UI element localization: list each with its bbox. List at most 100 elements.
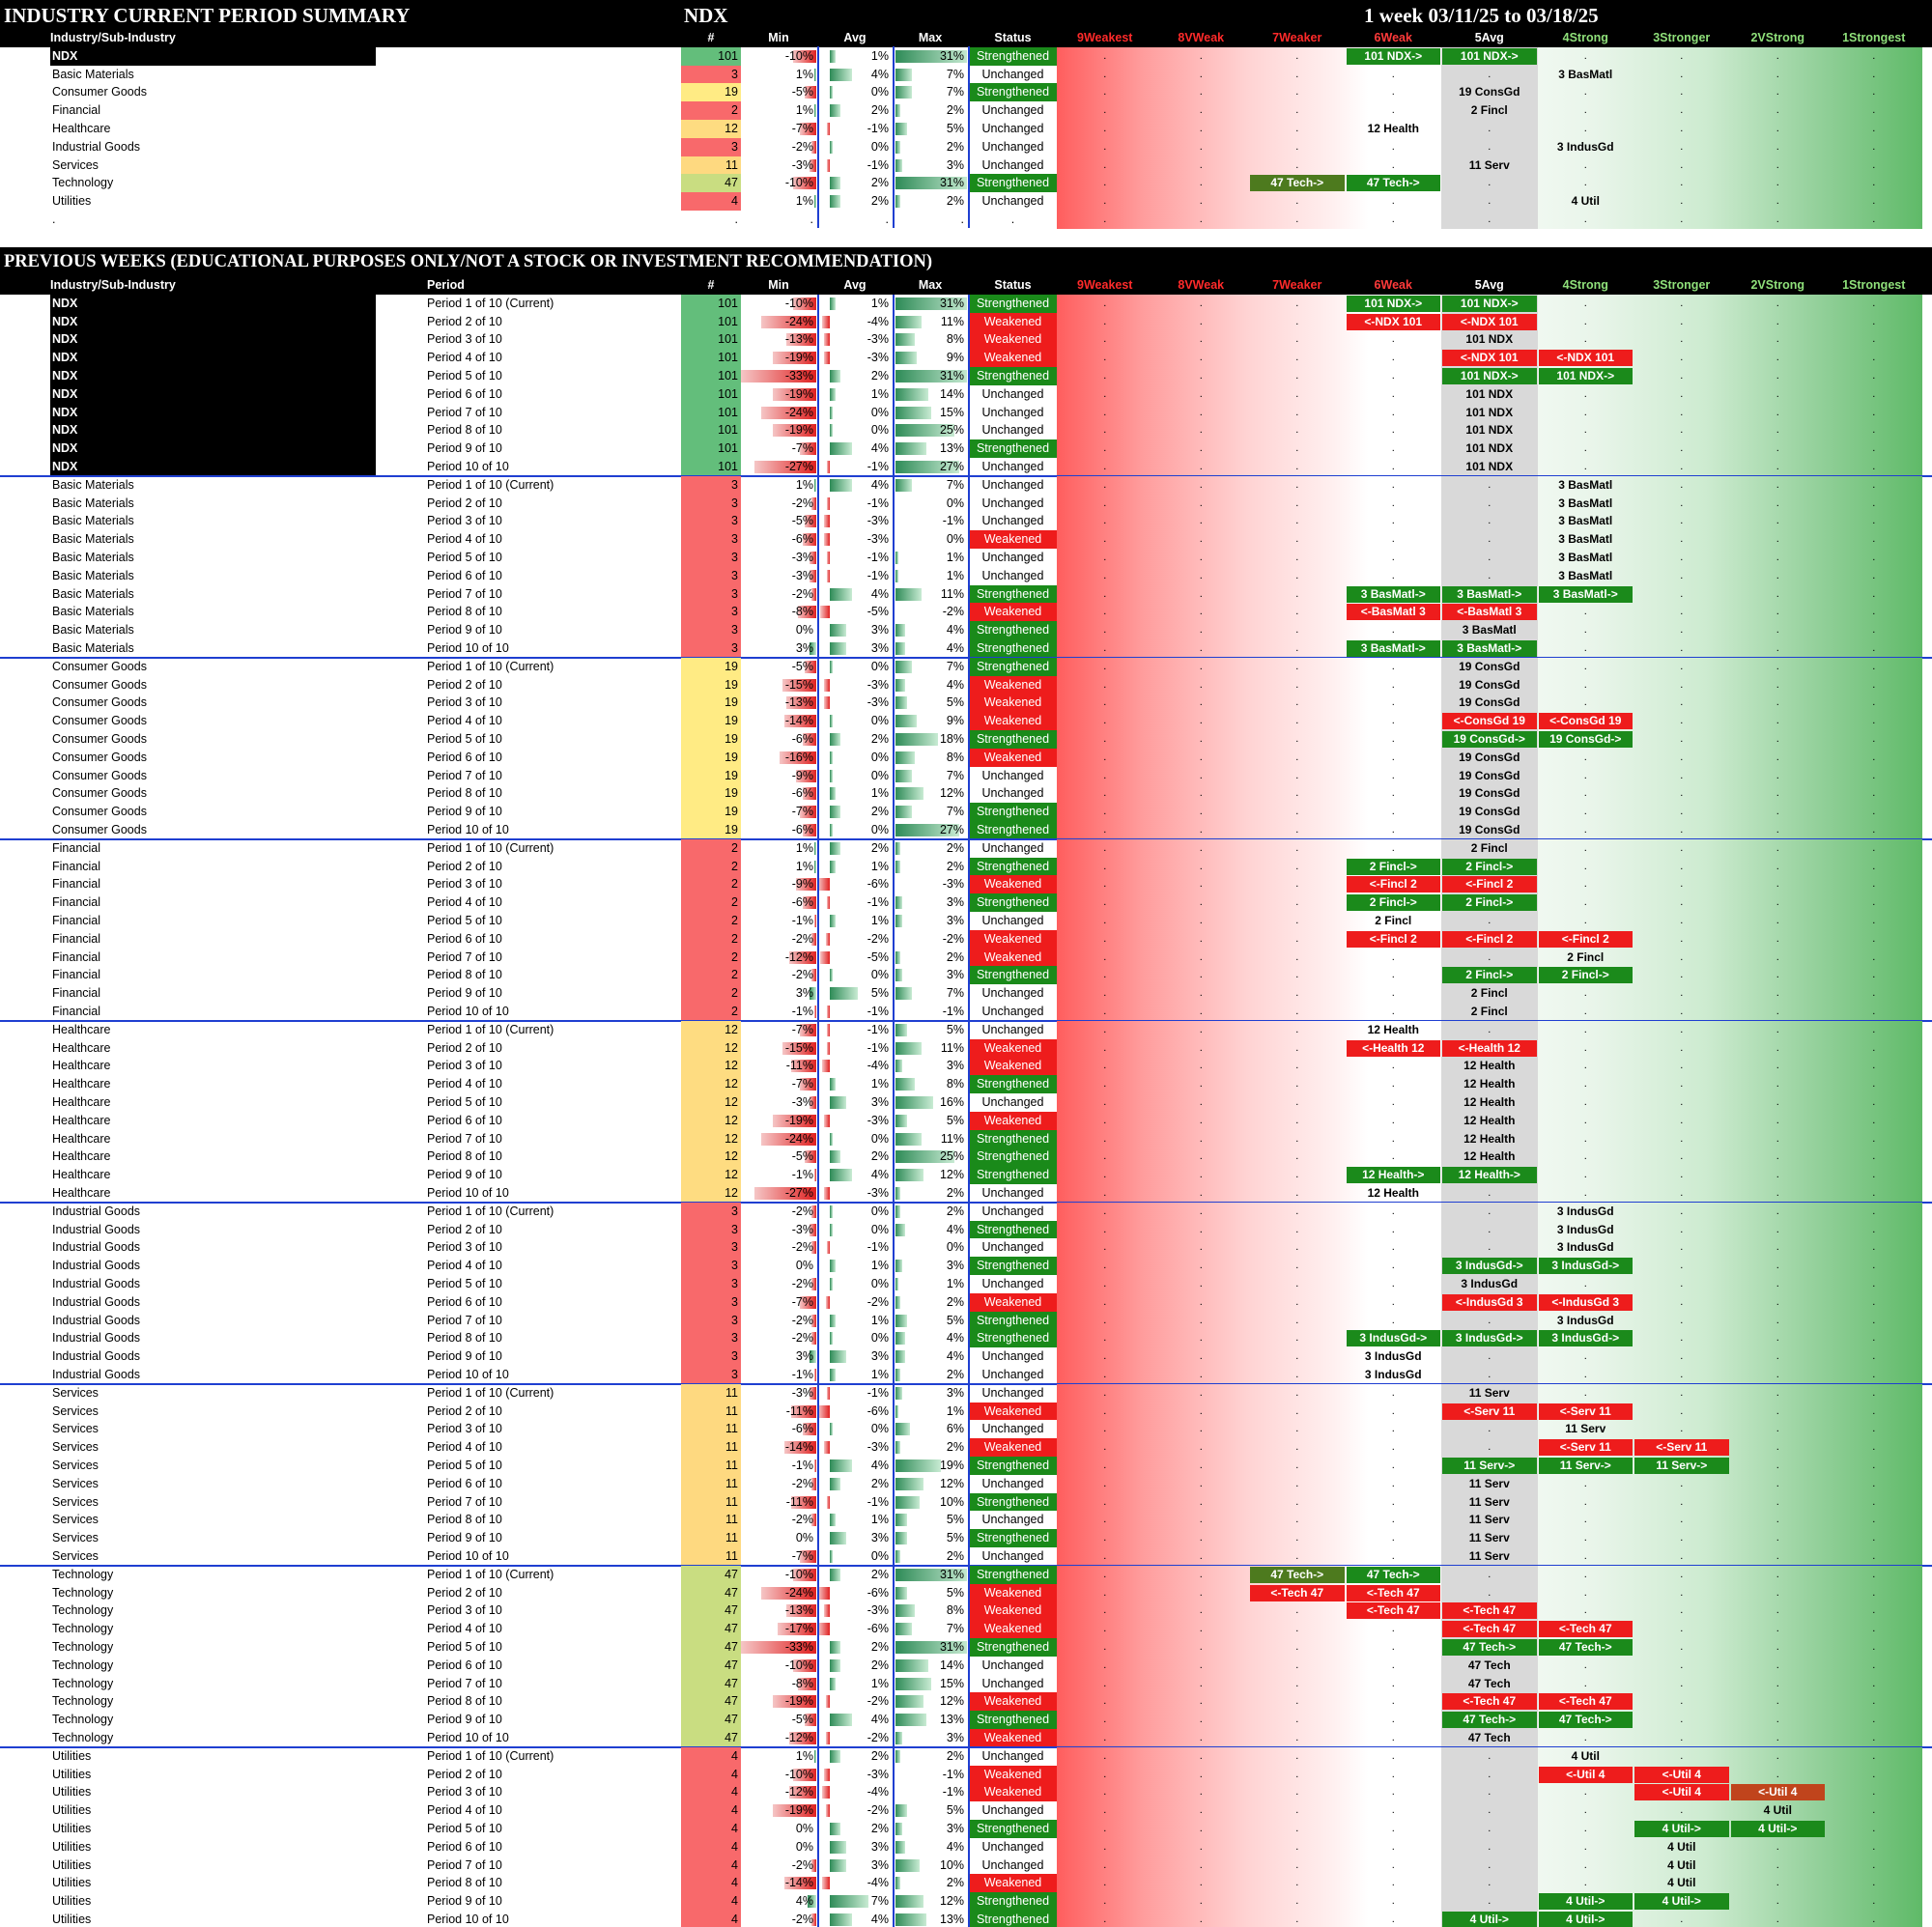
industry-name: Industrial Goods [52, 1313, 141, 1327]
avg-value: 2% [870, 1640, 889, 1654]
industry-name: Services [52, 157, 99, 172]
avg-cell: 1% [818, 1366, 892, 1384]
industry-name: Industrial Goods [52, 1294, 141, 1309]
industry-name: Technology [52, 1603, 114, 1618]
min-bar [807, 1895, 816, 1909]
avg-cell: -1% [818, 495, 892, 513]
count-cell: 47 [681, 1674, 741, 1693]
bucket-dot: . [1391, 1749, 1395, 1762]
bucket-dot: . [1391, 1677, 1395, 1689]
status-cell: Strengthened [969, 893, 1057, 912]
bucket-dot: . [1103, 606, 1107, 618]
period-label: Period 7 of 10 [427, 1131, 502, 1146]
bucket-dot: . [1391, 1096, 1395, 1108]
avg-cell: 4% [818, 66, 892, 84]
bucket-dot: . [1776, 86, 1779, 99]
count-cell: 12 [681, 1148, 741, 1167]
min-cell: -17% [741, 1620, 816, 1638]
date-range: 1 week 03/11/25 to 03/18/25 [1364, 4, 1599, 27]
table-row: Healthcare Period 8 of 10 12 -5% 2% 25% Streng… [0, 1148, 1932, 1167]
avg-value: 3% [870, 1349, 889, 1364]
bucket-label: 4 Util [1667, 1876, 1696, 1890]
table-row: NDX Period 9 of 10 101 -7% 4% 13% Strengthened… [0, 439, 1932, 458]
bucket-dot: . [1776, 806, 1779, 818]
bucket-dot: . [1872, 1241, 1876, 1254]
bucket-dot: . [1776, 515, 1779, 527]
industry-name: Consumer Goods [52, 768, 147, 782]
header-count: # [707, 31, 715, 44]
min-cell: -2% [741, 1475, 816, 1493]
bucket-dot: . [1199, 1858, 1203, 1871]
bucket-dot: . [1872, 587, 1876, 600]
bucket-dot: . [1872, 1749, 1876, 1762]
count-cell: 101 [681, 330, 741, 350]
bucket-dot: . [1295, 1386, 1299, 1399]
avg-bucket-shade [1441, 458, 1538, 476]
avg-bar [820, 606, 830, 619]
table-row: Technology Period 8 of 10 47 -19% -2% 12% Weak… [0, 1692, 1932, 1712]
count-cell: 3 [681, 584, 741, 604]
max-cell: -3% [894, 875, 967, 893]
bucket-dot: . [1776, 569, 1779, 581]
bucket-dot: . [1103, 177, 1107, 189]
bucket-dot: . [1680, 1369, 1684, 1380]
min-value: -12% [784, 1731, 813, 1744]
bucket-dot: . [1391, 1404, 1395, 1417]
avg-bar [827, 123, 830, 135]
max-cell: 25% [894, 1148, 967, 1166]
avg-cell: 2% [818, 1475, 892, 1493]
max-cell: 31% [894, 174, 967, 192]
period-label: Period 2 of 10 [427, 1222, 502, 1236]
bucket-dot: . [1295, 1877, 1299, 1889]
bucket-dot: . [1872, 606, 1876, 618]
bucket-dot: . [1680, 860, 1684, 872]
max-cell: 15% [894, 1675, 967, 1693]
min-cell: 0% [741, 1838, 816, 1856]
industry-name: Financial [52, 895, 101, 910]
avg-bar [830, 1840, 847, 1854]
status-cell: Unchanged [981, 1422, 1044, 1436]
status-cell: Weakened [969, 349, 1057, 367]
bucket-dot: . [1680, 1749, 1684, 1762]
min-cell: -16% [741, 749, 816, 767]
max-cell: 2% [894, 1184, 967, 1203]
bucket-dot: . [1872, 195, 1876, 208]
avg-bar [830, 769, 833, 782]
max-bar [895, 1586, 908, 1600]
status-cell: Unchanged [981, 477, 1044, 492]
bucket-dot: . [1103, 715, 1107, 727]
bucket-badge: 19 ConsGd-> [1442, 731, 1537, 748]
max-bar [895, 896, 903, 910]
status-cell: Strengthened [969, 1911, 1057, 1927]
bucket-dot: . [1776, 915, 1779, 926]
avg-cell: -3% [818, 349, 892, 367]
bucket-dot: . [1103, 1641, 1107, 1653]
bucket-dot: . [1391, 1386, 1395, 1399]
status-cell: Weakened [969, 1438, 1057, 1457]
max-value: 8% [946, 1603, 964, 1618]
count-cell: 19 [681, 821, 741, 839]
bucket-dot: . [1391, 1204, 1395, 1217]
bucket-dot: . [1488, 68, 1492, 80]
bucket-dot: . [1776, 1278, 1779, 1289]
bucket-dot: . [1583, 424, 1587, 437]
bucket-dot: . [1488, 1786, 1492, 1799]
table-row: Technology Period 1 of 10 (Current) 47 -10%… [0, 1565, 1932, 1584]
max-cell: 13% [894, 439, 967, 458]
bucket-dot: . [1872, 878, 1876, 891]
bucket-dot: . [1872, 1295, 1876, 1308]
bucket-dot: . [1872, 1150, 1876, 1163]
min-cell: 0% [741, 1820, 816, 1838]
bucket-badge: 47 Tech-> [1346, 175, 1440, 192]
min-value: -14% [784, 1876, 813, 1890]
min-bar [805, 515, 816, 528]
max-cell: . [894, 211, 967, 229]
min-bar [809, 987, 816, 1001]
min-cell: -7% [741, 803, 816, 821]
bucket-dot: . [1103, 424, 1107, 437]
bucket-dot: . [1391, 158, 1395, 171]
bucket-badge: 3 IndusGd-> [1538, 1330, 1633, 1347]
avg-value: -3% [867, 1767, 889, 1781]
bucket-dot: . [1103, 1714, 1107, 1726]
min-cell: -5% [741, 658, 816, 676]
